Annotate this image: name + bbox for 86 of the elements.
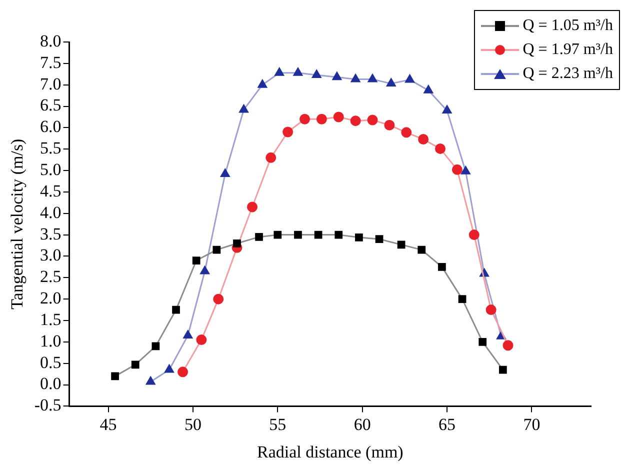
x-axis-title: Radial distance (mm) xyxy=(256,442,404,462)
y-tick-label: 7.5 xyxy=(40,52,62,72)
legend-label: Q = 2.23 m³/h xyxy=(522,64,613,84)
point xyxy=(314,230,322,239)
y-tick-label: 6.5 xyxy=(40,96,62,115)
point xyxy=(312,70,322,78)
point xyxy=(486,304,496,316)
y-tick-label: -0.5 xyxy=(34,396,62,415)
point xyxy=(468,230,480,240)
point xyxy=(350,116,361,126)
point xyxy=(274,230,282,239)
point xyxy=(258,80,268,88)
point xyxy=(239,104,248,113)
point xyxy=(386,78,396,87)
point xyxy=(233,239,241,248)
point xyxy=(152,342,160,350)
point xyxy=(438,263,446,271)
point xyxy=(384,120,395,130)
y-tick-label: 2.5 xyxy=(40,267,62,286)
point xyxy=(183,330,193,339)
point xyxy=(405,74,414,83)
point xyxy=(458,295,466,304)
point xyxy=(282,126,294,138)
point xyxy=(461,166,470,174)
point xyxy=(192,256,200,264)
point xyxy=(478,338,487,346)
point xyxy=(333,112,344,122)
point xyxy=(375,235,384,244)
point xyxy=(435,143,446,154)
point xyxy=(293,68,303,76)
x-tick-label: 50 xyxy=(184,414,202,434)
point xyxy=(452,164,462,175)
point xyxy=(131,360,140,369)
point xyxy=(300,114,310,124)
point xyxy=(397,240,406,249)
point xyxy=(200,266,210,274)
point xyxy=(294,230,302,239)
point xyxy=(401,127,412,138)
legend-label: Q = 1.05 m³/h xyxy=(522,16,613,36)
point xyxy=(255,233,263,241)
y-axis-title: Tangential velocity (m/s) xyxy=(8,138,27,310)
y-tick-label: 5.5 xyxy=(40,138,62,158)
y-tick-label: 7.0 xyxy=(40,74,62,94)
point xyxy=(220,168,230,177)
point xyxy=(355,233,363,242)
y-tick-label: 3.0 xyxy=(40,246,62,265)
x-tick-label: 60 xyxy=(354,414,371,434)
point xyxy=(334,230,343,239)
point xyxy=(424,85,434,94)
point xyxy=(172,306,180,314)
y-tick-label: 5.0 xyxy=(40,160,62,180)
y-tick-label: 0.0 xyxy=(40,374,62,394)
point xyxy=(213,294,224,304)
y-tick-label: 1.0 xyxy=(40,331,62,350)
point xyxy=(368,74,378,82)
y-tick-label: 4.0 xyxy=(40,202,62,222)
point xyxy=(274,68,284,76)
x-tick-label: 65 xyxy=(438,414,456,434)
x-tick-label: 70 xyxy=(523,414,540,434)
point xyxy=(418,134,429,145)
x-tick-label: 55 xyxy=(269,414,286,434)
point xyxy=(350,74,360,82)
point xyxy=(498,366,507,374)
point xyxy=(332,72,342,80)
point xyxy=(111,372,119,380)
point xyxy=(316,114,327,124)
point xyxy=(367,114,378,126)
point xyxy=(502,340,514,351)
point xyxy=(178,366,188,378)
point xyxy=(442,105,452,114)
point xyxy=(196,334,207,346)
point xyxy=(146,376,156,385)
point xyxy=(164,364,174,373)
legend-label: Q = 1.97 m³/h xyxy=(522,40,613,60)
y-tick-label: 6.0 xyxy=(40,117,62,136)
point xyxy=(266,152,276,163)
y-tick-label: 1.5 xyxy=(40,310,62,329)
y-tick-label: 2.0 xyxy=(40,288,62,308)
y-tick-label: 4.5 xyxy=(40,181,62,200)
x-tick-label: 45 xyxy=(100,414,117,434)
y-tick-label: 3.5 xyxy=(40,224,62,244)
point xyxy=(246,202,258,212)
y-tick-label: 8.0 xyxy=(40,31,62,50)
y-tick-label: 0.5 xyxy=(40,352,62,372)
point xyxy=(212,246,221,254)
point xyxy=(418,246,426,254)
